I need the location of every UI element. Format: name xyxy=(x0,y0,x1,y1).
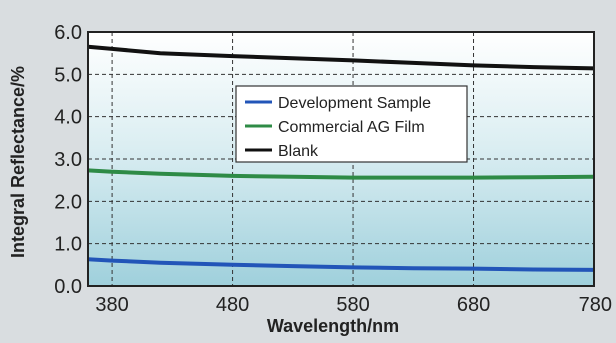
y-tick-label: 1.0 xyxy=(54,234,82,256)
plot-frame xyxy=(87,31,595,287)
legend: Development Sample Commercial AG Film Blan… xyxy=(235,85,468,163)
x-tick-label: 680 xyxy=(457,294,490,316)
y-tick-label: 2.0 xyxy=(54,191,82,213)
x-tick-label: 780 xyxy=(579,294,612,316)
y-tick-label: 6.0 xyxy=(54,22,82,44)
x-axis-label: Wavelength/nm xyxy=(267,316,399,336)
x-tick-label: 580 xyxy=(336,294,369,316)
x-tick-label: 380 xyxy=(95,294,128,316)
legend-box xyxy=(235,85,468,163)
y-tick-label: 3.0 xyxy=(54,149,82,171)
y-tick-label: 4.0 xyxy=(54,107,82,129)
legend-label: Commercial AG Film xyxy=(278,119,425,136)
series-group xyxy=(87,44,595,272)
y-tick-label: 5.0 xyxy=(54,64,82,86)
y-axis-label: Integral Reflectance/% xyxy=(8,66,28,258)
series-line-blank xyxy=(87,44,595,71)
legend-label: Blank xyxy=(278,143,319,160)
y-tick-label: 0.0 xyxy=(54,276,82,298)
legend-label: Development Sample xyxy=(278,95,431,112)
x-tick-label: 480 xyxy=(216,294,249,316)
series-line-commercial-ag-film xyxy=(87,168,595,180)
series-line-development-sample xyxy=(87,257,595,272)
axis-ticks: 0.0 1.0 2.0 3.0 4.0 5.0 6.0 380 480 580 680 780 xyxy=(54,22,612,316)
